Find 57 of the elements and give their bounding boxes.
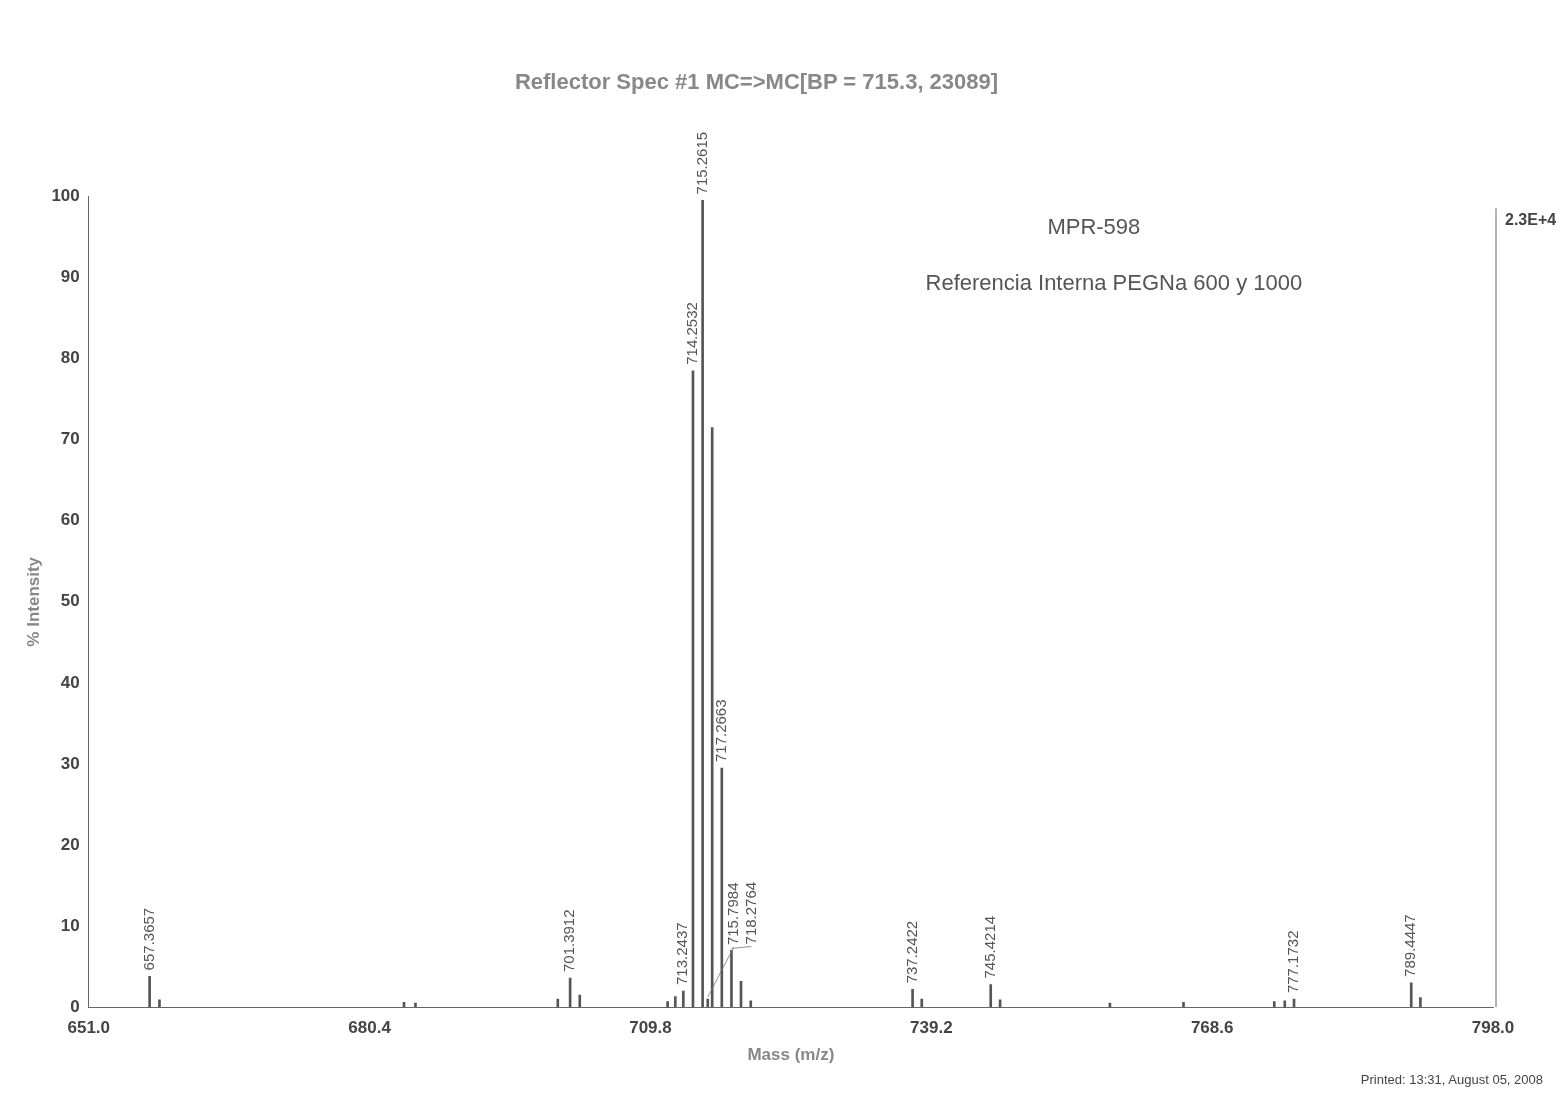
annotation: MPR-598 (1047, 214, 1141, 240)
bar (911, 989, 914, 1008)
bar (666, 1001, 669, 1008)
annotation: 777.1732 (1284, 930, 1302, 994)
bar (920, 998, 924, 1008)
bar (1409, 982, 1413, 1008)
bar (1419, 997, 1422, 1008)
x-tick-label: 709.8 (629, 1018, 672, 1038)
bar (706, 998, 710, 1008)
y-tick-label: 10 (60, 915, 80, 935)
x-axis-title: Mass (m/z) (747, 1045, 835, 1065)
y-tick-label: 60 (60, 510, 80, 530)
bar (556, 998, 560, 1008)
y-tick-label: 80 (60, 348, 80, 368)
y-axis-title: % Intensity (23, 556, 43, 647)
annotation: 715.2615 (692, 131, 710, 195)
y-tick-label: 40 (60, 672, 80, 692)
bar (989, 984, 993, 1008)
bar (749, 1000, 753, 1008)
bar (673, 996, 677, 1008)
y-tick-label: 30 (60, 753, 80, 773)
annotation: 745.4214 (980, 915, 998, 979)
x-tick-label: 680.4 (348, 1018, 392, 1038)
annotation: 718.2764 (741, 881, 759, 945)
annotation: 717.2663 (711, 699, 729, 763)
bar (1283, 1000, 1287, 1008)
text: 2.3E+4 (1505, 210, 1557, 228)
bar (1182, 1002, 1185, 1008)
y-tick-label: 20 (60, 834, 80, 854)
annotation: 715.7984 (723, 882, 741, 946)
bar (701, 200, 704, 1008)
bar (578, 994, 582, 1008)
annotation: 714.2532 (683, 302, 701, 365)
annotation: 737.2422 (902, 920, 920, 984)
bar (158, 999, 161, 1008)
y-tick-label: 70 (60, 429, 80, 449)
y-tick-label: 0 (70, 996, 80, 1016)
x-tick-label: 651.0 (67, 1018, 111, 1038)
bar (1272, 1001, 1276, 1008)
bar (148, 976, 151, 1008)
x-tick-label: 798.0 (1471, 1018, 1515, 1038)
y-tick-label: 50 (60, 591, 80, 611)
chart-subtitle: Reflector Spec #1 MC=>MC[BP = 715.3, 23089] (514, 69, 999, 95)
bar (720, 767, 724, 1008)
bar (414, 1002, 417, 1008)
bar (681, 990, 685, 1008)
annotation: Referencia Interna PEGNa 600 y 1000 (925, 270, 1303, 296)
x-tick-label: 768.6 (1190, 1018, 1234, 1038)
annotation: 713.2437 (673, 922, 691, 985)
y-tick-label: 90 (60, 267, 80, 287)
bar (730, 950, 733, 1008)
annotation: 701.3912 (560, 909, 578, 973)
text: Printed: 13:31, August 05, 2008 (1360, 1072, 1543, 1087)
annotation: 657.3657 (139, 907, 157, 971)
annotation: 789.4447 (1401, 914, 1419, 977)
x-tick-label: 739.2 (910, 1018, 953, 1038)
y-tick-label: 100 (51, 186, 80, 206)
